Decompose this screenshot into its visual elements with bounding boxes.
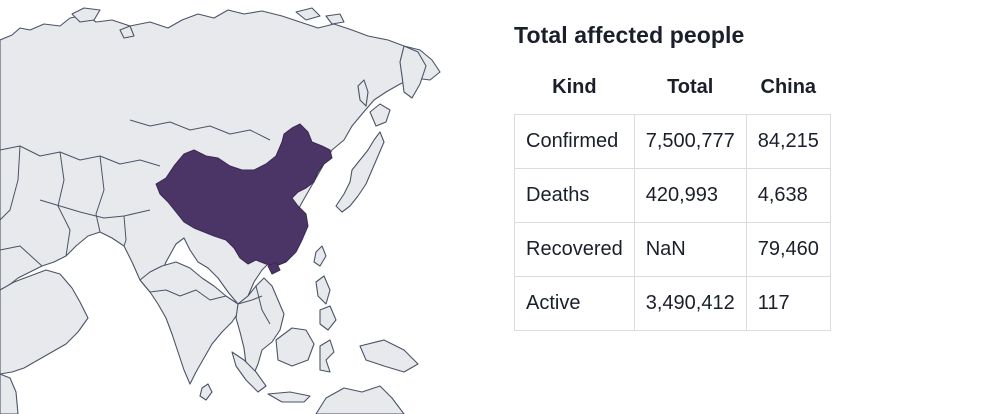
sakhalin	[357, 79, 369, 107]
cell-total: 3,490,412	[633, 276, 747, 331]
arctic-island-3	[325, 13, 345, 25]
map-svg	[0, 7, 441, 414]
kamchatka	[399, 45, 427, 99]
header-total: Total	[667, 75, 714, 98]
cell-kind: Deaths	[514, 168, 635, 223]
taiwan	[313, 245, 327, 267]
china-region[interactable]	[155, 123, 333, 267]
cell-total: 7,500,777	[633, 114, 747, 169]
stats-table: Kind Total China Confirmed 7,500,777 84,…	[514, 73, 831, 331]
cell-kind: Confirmed	[514, 114, 635, 169]
india-landmass	[139, 261, 241, 385]
new-guinea	[359, 339, 419, 373]
header-kind: Kind	[552, 75, 597, 98]
cell-kind: Recovered	[514, 222, 635, 277]
se-asia-landmass	[235, 277, 285, 379]
table-row: Confirmed 7,500,777 84,215	[514, 114, 831, 169]
cell-china: 79,460	[745, 222, 831, 277]
borneo	[275, 327, 315, 367]
arctic-island-2	[295, 7, 321, 21]
arctic-island-1	[71, 7, 101, 23]
stats-title: Total affected people	[514, 22, 745, 48]
header-china: China	[760, 75, 817, 98]
table-row: Deaths 420,993 4,638	[514, 168, 831, 223]
table-header-row: Kind Total China	[515, 73, 831, 115]
philippines	[315, 275, 337, 331]
arctic-island-4	[119, 25, 135, 39]
country-borders	[0, 119, 271, 325]
cell-china: 4,638	[745, 168, 831, 223]
japan	[335, 131, 385, 213]
eurasia-landmass	[0, 9, 441, 305]
cell-china: 117	[745, 276, 831, 331]
asia-map[interactable]	[0, 0, 500, 414]
stats-panel: Total affected people Kind Total China C…	[514, 22, 984, 331]
hokkaido	[369, 103, 391, 127]
sumatra	[231, 351, 267, 393]
hainan-region	[267, 261, 281, 275]
cell-total: 420,993	[633, 168, 747, 223]
java	[267, 391, 311, 403]
sri-lanka	[199, 383, 213, 401]
table-row: Recovered NaN 79,460	[514, 222, 831, 277]
arabia-landmass	[0, 269, 89, 375]
table-row: Active 3,490,412 117	[514, 276, 831, 331]
africa-landmass	[0, 373, 19, 414]
cell-total: NaN	[633, 222, 747, 277]
cell-china: 84,215	[745, 114, 831, 169]
sulawesi	[319, 339, 335, 373]
australia	[315, 385, 405, 414]
cell-kind: Active	[514, 276, 635, 331]
